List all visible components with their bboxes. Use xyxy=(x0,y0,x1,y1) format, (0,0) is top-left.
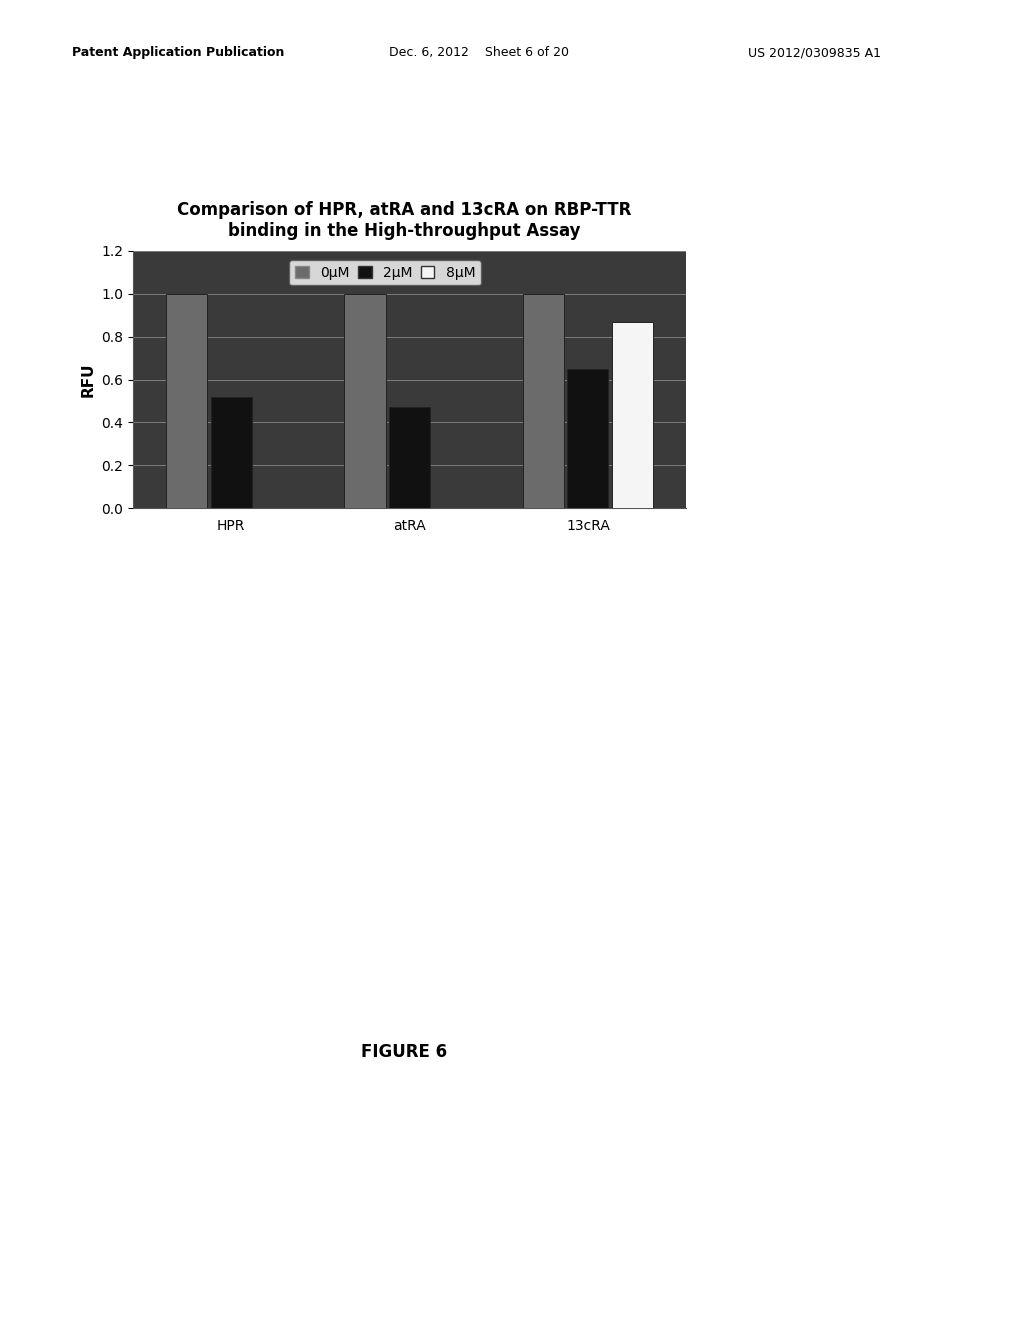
Bar xyxy=(211,396,252,508)
Bar xyxy=(166,294,207,508)
Text: Dec. 6, 2012    Sheet 6 of 20: Dec. 6, 2012 Sheet 6 of 20 xyxy=(389,46,569,59)
Text: FIGURE 6: FIGURE 6 xyxy=(361,1043,447,1061)
Y-axis label: RFU: RFU xyxy=(81,362,96,397)
Text: Patent Application Publication: Patent Application Publication xyxy=(72,46,284,59)
Bar xyxy=(567,368,608,508)
Text: US 2012/0309835 A1: US 2012/0309835 A1 xyxy=(748,46,881,59)
Bar xyxy=(523,294,564,508)
Bar xyxy=(612,322,653,508)
Bar xyxy=(344,294,385,508)
Bar xyxy=(389,408,430,508)
Text: Comparison of HPR, atRA and 13cRA on RBP-TTR
binding in the High-throughput Assa: Comparison of HPR, atRA and 13cRA on RBP… xyxy=(177,202,632,240)
Legend: 0μM, 2μM, 8μM: 0μM, 2μM, 8μM xyxy=(290,260,480,285)
